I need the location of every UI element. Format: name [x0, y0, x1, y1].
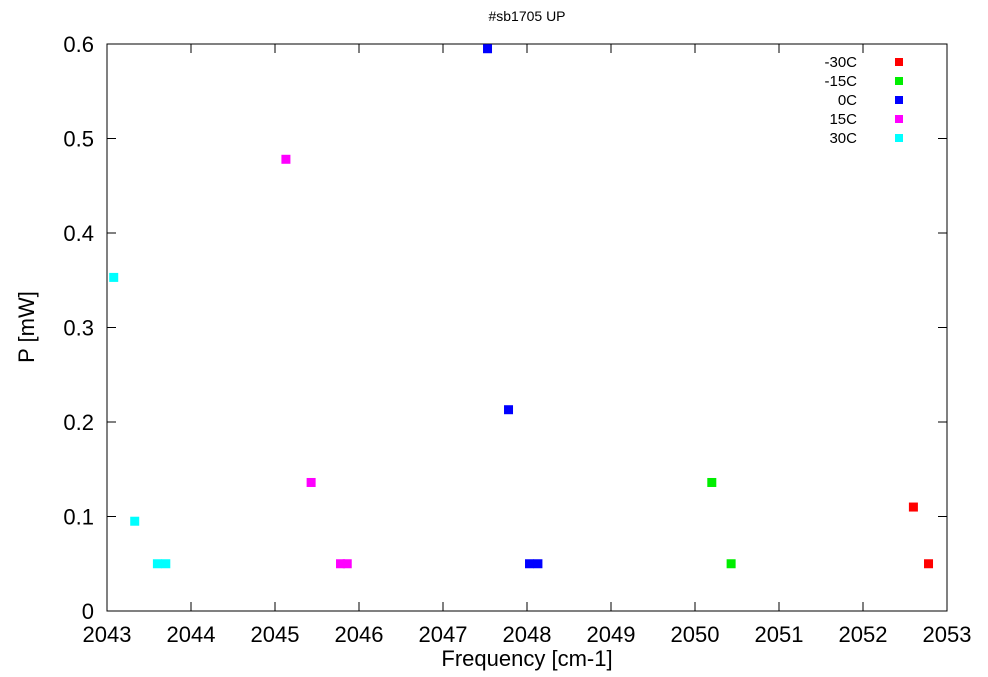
legend-swatch	[895, 77, 903, 85]
data-point	[908, 502, 918, 512]
data-point	[281, 154, 291, 164]
y-tick-label: 0.4	[63, 221, 94, 246]
x-axis: 2043 2044 2045 2046 2047 2048 2049 2050 2051 2052…	[83, 44, 972, 647]
legend-label: 0C	[838, 92, 857, 109]
data-point	[336, 559, 346, 569]
y-tick-label: 0.5	[63, 127, 94, 152]
x-tick-label: 2048	[503, 622, 552, 647]
data-point	[342, 559, 352, 569]
x-tick-label: 2044	[167, 622, 216, 647]
y-tick-label: 0.1	[63, 505, 94, 530]
x-tick-label: 2043	[83, 622, 132, 647]
data-point	[109, 272, 119, 282]
data-point	[306, 477, 316, 487]
data-point	[483, 44, 493, 54]
data-point	[525, 559, 535, 569]
legend-label: 15C	[829, 111, 857, 128]
legend-swatch	[895, 115, 903, 123]
y-tick-label: 0	[82, 599, 94, 624]
data-point	[130, 516, 140, 526]
data-point	[504, 405, 514, 415]
data-point	[152, 559, 162, 569]
x-tick-label: 2052	[839, 622, 888, 647]
legend-swatch	[895, 96, 903, 104]
chart-title: #sb1705 UP	[488, 8, 565, 24]
y-tick-label: 0.3	[63, 316, 94, 341]
data-points	[109, 44, 934, 569]
legend-label: -15C	[824, 73, 857, 90]
x-tick-label: 2047	[419, 622, 468, 647]
data-point	[726, 559, 736, 569]
y-axis-label: P [mW]	[14, 291, 39, 363]
x-tick-label: 2045	[251, 622, 300, 647]
x-tick-label: 2049	[587, 622, 636, 647]
plot-area-border	[106, 43, 948, 612]
y-tick-label: 0.2	[63, 410, 94, 435]
legend-label: 30C	[829, 130, 857, 147]
y-tick-label: 0.6	[63, 32, 94, 57]
y-axis: 0 0.1 0.2 0.3 0.4 0.5 0.6	[63, 32, 947, 624]
x-axis-label: Frequency [cm-1]	[441, 646, 612, 671]
legend-swatch	[895, 58, 903, 66]
x-tick-label: 2053	[923, 622, 972, 647]
x-tick-label: 2046	[335, 622, 384, 647]
data-point	[533, 559, 543, 569]
x-tick-label: 2051	[755, 622, 804, 647]
x-tick-label: 2050	[671, 622, 720, 647]
data-point	[707, 477, 717, 487]
data-point	[161, 559, 171, 569]
legend: -30C -15C 0C 15C 30C	[824, 54, 903, 147]
legend-swatch	[895, 134, 903, 142]
legend-label: -30C	[824, 54, 857, 71]
data-point	[924, 559, 934, 569]
